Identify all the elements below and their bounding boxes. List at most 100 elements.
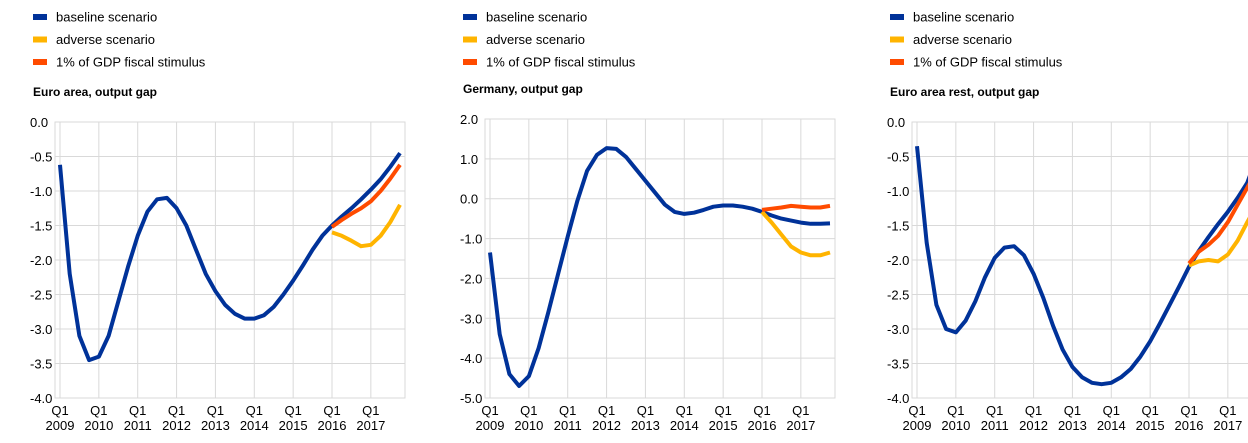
- legend-swatch: [463, 36, 477, 43]
- y-tick-label: -4.0: [460, 351, 482, 366]
- x-tick-label-line: 2010: [514, 418, 543, 433]
- x-tick-label-line: 2015: [709, 418, 738, 433]
- x-tick-label-line: Q1: [676, 403, 693, 418]
- y-tick-label: -0.5: [30, 150, 52, 165]
- legend-label: adverse scenario: [56, 32, 155, 47]
- legend-label: adverse scenario: [486, 32, 585, 47]
- x-tick-label-line: Q1: [1219, 403, 1236, 418]
- x-tick-label: Q1 2015: [1136, 403, 1165, 433]
- x-tick-label: Q1 2010: [941, 403, 970, 433]
- chart-title: Germany, output gap: [463, 82, 583, 96]
- x-tick-label-line: Q1: [1180, 403, 1197, 418]
- x-tick-label-line: Q1: [986, 403, 1003, 418]
- chart: baseline scenario adverse scenario 1% of G…: [30, 10, 406, 433]
- y-tick-label: -0.5: [887, 150, 909, 165]
- x-tick-label: Q1 2011: [124, 403, 152, 433]
- x-tick-label: Q1 2011: [554, 403, 582, 433]
- x-tick-label-line: 2017: [1213, 418, 1242, 433]
- legend-swatch: [463, 59, 477, 65]
- y-tick-label: -4.0: [30, 391, 52, 406]
- x-tick-label-line: Q1: [168, 403, 185, 418]
- y-tick-label: -3.0: [887, 322, 909, 337]
- x-tick-label-line: 2010: [84, 418, 113, 433]
- legend-swatch: [33, 36, 47, 43]
- x-tick-label: Q1 2009: [46, 403, 75, 433]
- legend-label: 1% of GDP fiscal stimulus: [913, 55, 1063, 70]
- x-tick-label-line: Q1: [908, 403, 925, 418]
- x-tick-label-line: Q1: [207, 403, 224, 418]
- x-tick-label-line: Q1: [1025, 403, 1042, 418]
- series-line: [1187, 182, 1248, 265]
- series-line: [488, 146, 831, 388]
- x-tick-label-line: 2014: [1097, 418, 1126, 433]
- x-tick-label: Q1 2017: [1213, 403, 1242, 433]
- x-tick-label-line: 2013: [201, 418, 230, 433]
- x-tick-label-line: Q1: [792, 403, 809, 418]
- x-tick-label-line: 2014: [240, 418, 269, 433]
- legend-label: 1% of GDP fiscal stimulus: [56, 55, 206, 70]
- y-tick-label: -2.0: [460, 271, 482, 286]
- x-tick-label: Q1 2010: [84, 403, 113, 433]
- y-tick-label: 0.0: [30, 115, 48, 130]
- series-line: [331, 203, 402, 249]
- y-tick-label: -1.5: [30, 219, 52, 234]
- x-tick-label: Q1 2017: [356, 403, 385, 433]
- x-tick-label: Q1 2014: [670, 403, 699, 433]
- y-tick-label: 0.0: [887, 115, 905, 130]
- x-tick-label: Q1 2009: [903, 403, 932, 433]
- x-tick-label-line: Q1: [90, 403, 107, 418]
- x-tick-label: Q1 2016: [318, 403, 347, 433]
- x-tick-label: Q1 2015: [279, 403, 308, 433]
- x-tick-label-line: Q1: [246, 403, 263, 418]
- plot-frame: [911, 121, 1248, 399]
- y-tick-label: -1.0: [460, 232, 482, 247]
- y-tick-label: -2.0: [887, 253, 909, 268]
- y-tick-label: -5.0: [460, 391, 482, 406]
- chart: baseline scenario adverse scenario 1% of G…: [460, 10, 836, 433]
- plot-frame: [484, 118, 836, 399]
- x-tick-label-line: 2010: [941, 418, 970, 433]
- y-tick-label: -1.0: [30, 184, 52, 199]
- x-tick-label-line: Q1: [714, 403, 731, 418]
- x-tick-label-line: 2011: [981, 418, 1009, 433]
- legend-swatch: [890, 59, 904, 65]
- x-tick-label-line: 2011: [124, 418, 152, 433]
- y-tick-label: 0.0: [460, 192, 478, 207]
- x-tick-label-line: Q1: [129, 403, 146, 418]
- x-tick-label-line: Q1: [481, 403, 498, 418]
- series-line: [1188, 216, 1248, 268]
- x-tick-label-line: Q1: [753, 403, 770, 418]
- x-tick-label-line: 2012: [162, 418, 191, 433]
- series-line: [760, 210, 831, 258]
- legend-swatch: [890, 36, 904, 43]
- y-tick-label: -3.5: [30, 357, 52, 372]
- y-tick-label: 1.0: [460, 152, 478, 167]
- x-tick-label-line: Q1: [598, 403, 615, 418]
- x-tick-label: Q1 2013: [201, 403, 230, 433]
- x-tick-label: Q1 2009: [476, 403, 505, 433]
- x-tick-label-line: 2015: [1136, 418, 1165, 433]
- y-tick-label: -4.0: [887, 391, 909, 406]
- y-tick-label: -2.5: [30, 288, 52, 303]
- y-tick-label: -2.5: [887, 288, 909, 303]
- x-tick-label: Q1 2011: [981, 403, 1009, 433]
- x-tick-label-line: Q1: [362, 403, 379, 418]
- x-tick-label-line: 2017: [356, 418, 385, 433]
- x-tick-label: Q1 2012: [592, 403, 621, 433]
- legend-label: baseline scenario: [913, 10, 1014, 25]
- x-tick-label-line: 2016: [318, 418, 347, 433]
- legend-swatch: [33, 14, 47, 20]
- x-tick-label-line: 2011: [554, 418, 582, 433]
- x-tick-label-line: 2009: [903, 418, 932, 433]
- legend-label: baseline scenario: [56, 10, 157, 25]
- chart-title: Euro area, output gap: [33, 85, 157, 99]
- x-tick-label: Q1 2014: [240, 403, 269, 433]
- x-tick-label-line: Q1: [947, 403, 964, 418]
- y-tick-label: -1.5: [887, 219, 909, 234]
- chart: baseline scenario adverse scenario 1% of G…: [887, 10, 1248, 433]
- chart-title: Euro area rest, output gap: [890, 85, 1039, 99]
- x-tick-label-line: Q1: [520, 403, 537, 418]
- x-tick-label: Q1 2014: [1097, 403, 1126, 433]
